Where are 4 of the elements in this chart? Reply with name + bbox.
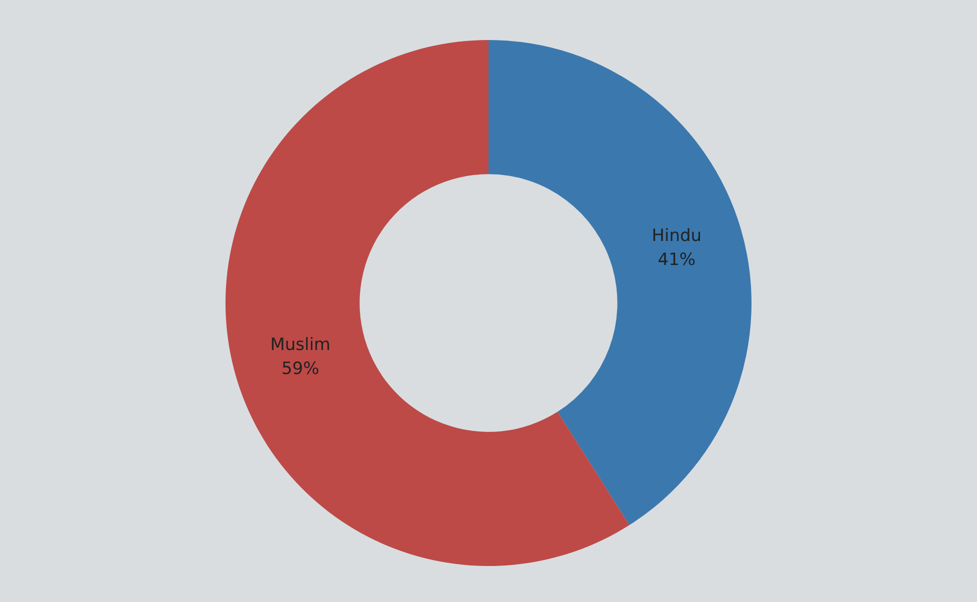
- data-label: 59%: [281, 359, 320, 380]
- data-label: 41%: [658, 250, 696, 270]
- slice-label: Hindu: [652, 226, 702, 246]
- slice-label: Muslim: [270, 335, 330, 356]
